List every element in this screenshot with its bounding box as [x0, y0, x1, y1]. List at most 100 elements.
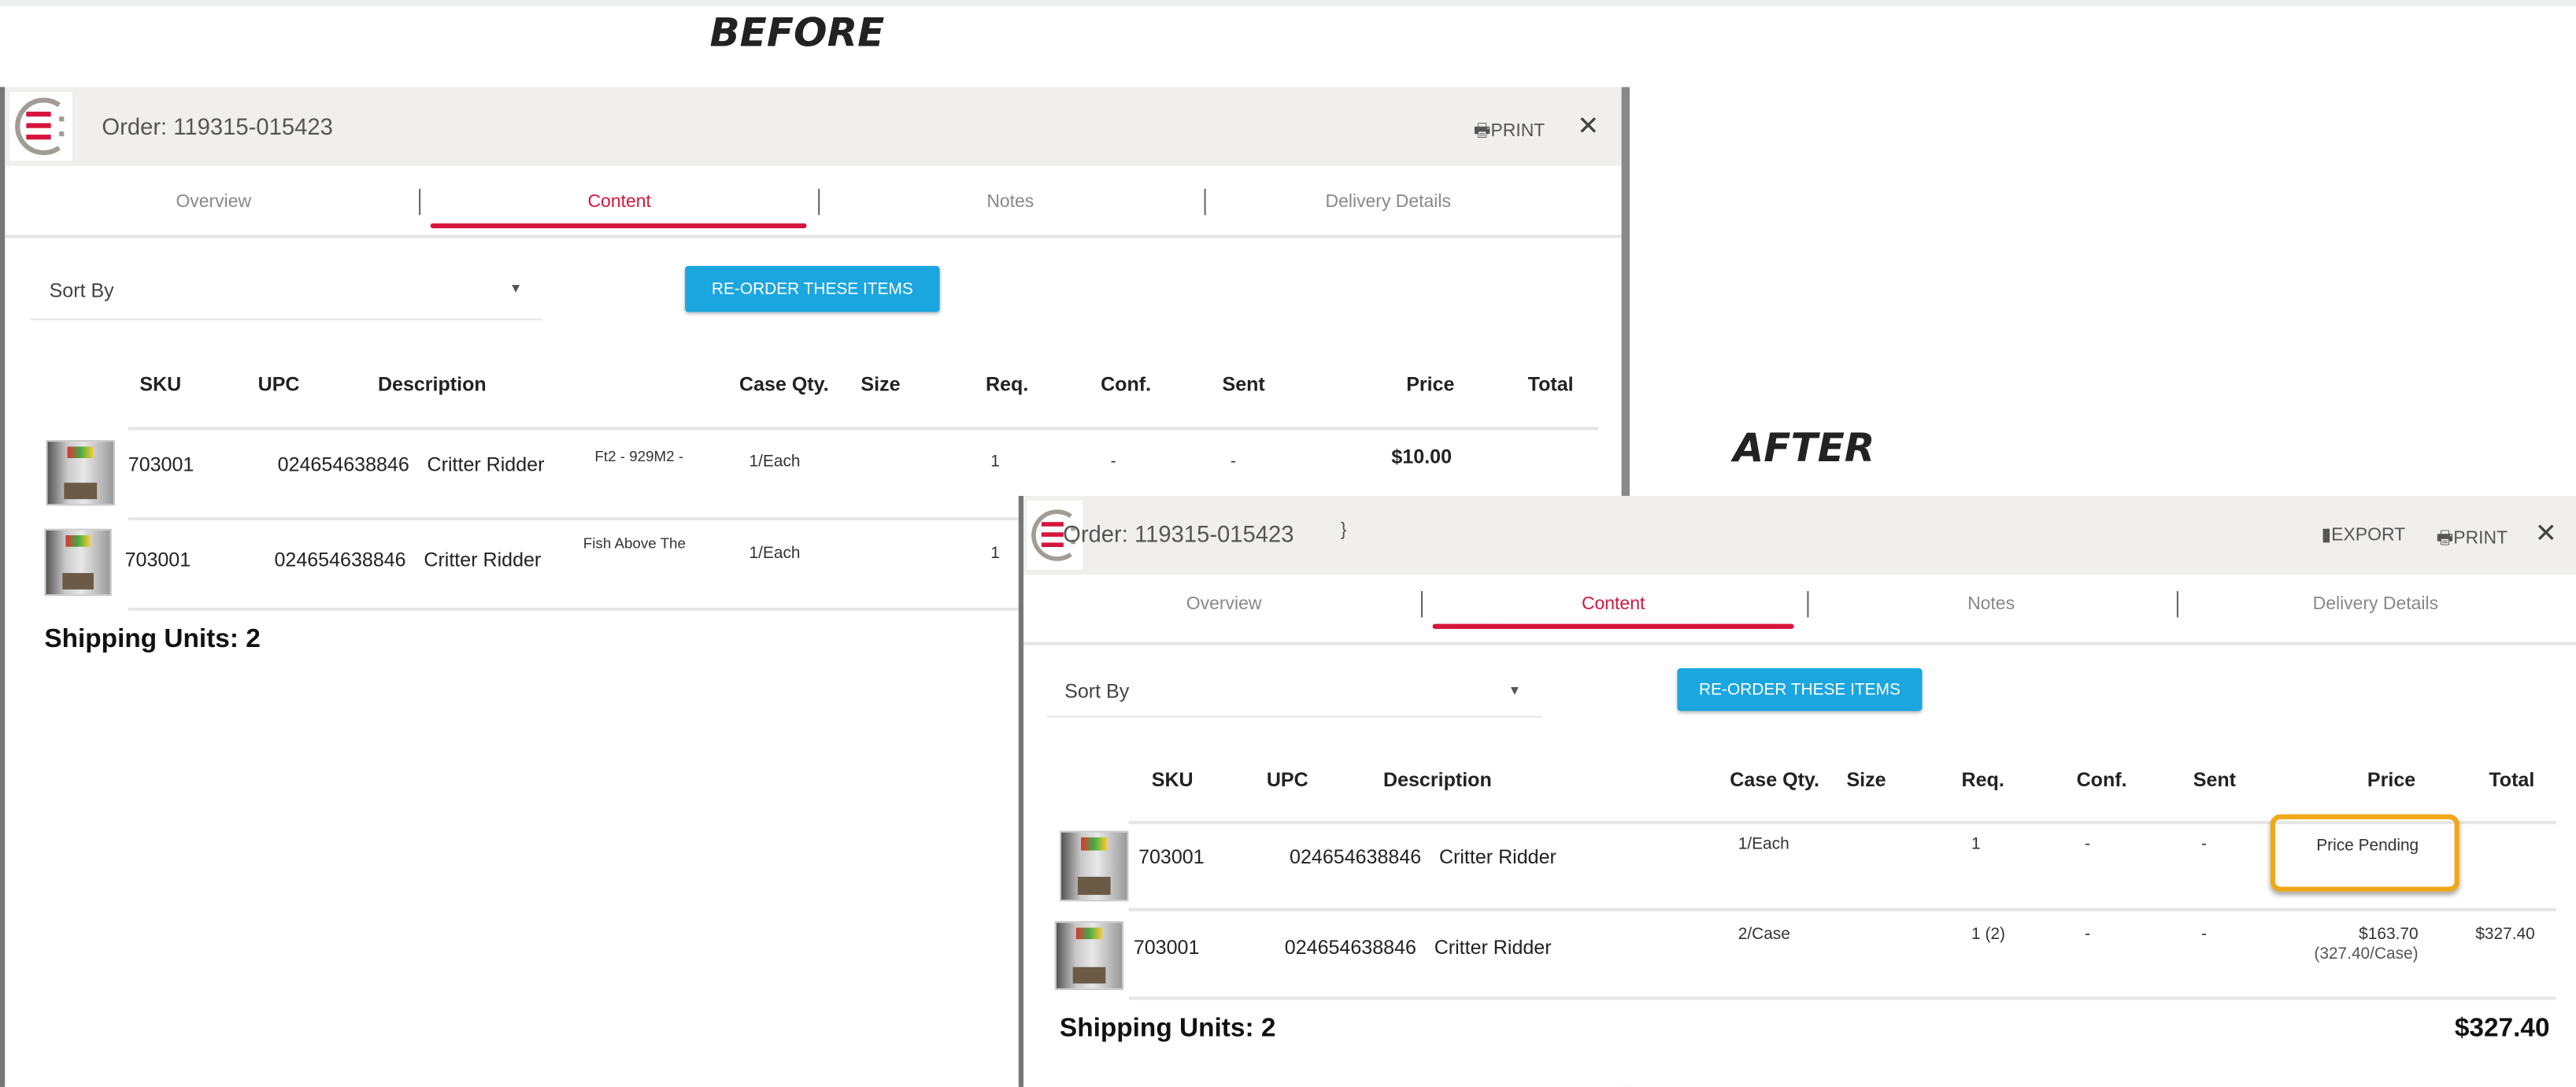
price: $163.70: [2359, 926, 2419, 945]
reorder-button[interactable]: RE-ORDER THESE ITEMS: [685, 265, 940, 312]
col-sku: SKU: [1151, 768, 1194, 792]
req: 1 (2): [1971, 926, 2005, 945]
upc: 024654638846: [1284, 936, 1416, 959]
col-conf: Conf.: [2076, 768, 2127, 792]
sku: 703001: [128, 453, 194, 476]
col-req: Req.: [986, 372, 1029, 396]
row-divider: [1128, 996, 2556, 1000]
sent: -: [2201, 835, 2208, 854]
product-image: [1054, 921, 1124, 990]
order-title: Order: 119315-015423: [1063, 520, 1294, 547]
col-sent: Sent: [1222, 372, 1265, 396]
col-sent: Sent: [2193, 768, 2237, 792]
col-total: Total: [1527, 372, 1574, 396]
case-qty: 2/Case: [1738, 926, 1790, 945]
active-tab-indicator: [430, 223, 807, 228]
price-per-case: (327.40/Case): [2314, 945, 2419, 964]
tab-delivery-details[interactable]: Delivery Details: [1325, 192, 1451, 213]
after-label: AFTER: [1733, 425, 1875, 471]
case-qty: 1/Each: [1738, 835, 1790, 854]
shipping-units: Shipping Units: 2: [1059, 1015, 1276, 1043]
product-image: [44, 528, 112, 597]
tab-notes[interactable]: Notes: [986, 192, 1034, 213]
col-case-qty: Case Qty.: [1730, 768, 1819, 792]
upc: 024654638846: [277, 453, 409, 476]
col-conf: Conf.: [1101, 372, 1152, 396]
file-icon: ▮: [2321, 525, 2332, 545]
col-description: Description: [1383, 768, 1492, 792]
chevron-down-icon[interactable]: ▼: [509, 280, 523, 296]
total: $327.40: [2475, 926, 2535, 945]
tab-divider: [2176, 590, 2178, 618]
active-tab-indicator: [1432, 623, 1794, 629]
row-divider: [128, 607, 1114, 611]
tab-notes[interactable]: Notes: [1967, 594, 2015, 615]
price: Price Pending: [2316, 837, 2419, 856]
row-divider: [1128, 821, 2556, 825]
tab-overview[interactable]: Overview: [1186, 594, 1262, 615]
description-detail: Fish Above The: [583, 535, 686, 552]
export-button[interactable]: ▮EXPORT: [2321, 525, 2406, 545]
tab-content[interactable]: Content: [1581, 594, 1645, 615]
col-price: Price: [1406, 372, 1455, 396]
chevron-down-icon[interactable]: ▼: [1508, 682, 1522, 698]
before-label: BEFORE: [709, 9, 885, 56]
top-strip: [0, 0, 2576, 7]
col-req: Req.: [1961, 768, 2004, 792]
req: 1: [990, 453, 1000, 471]
case-qty: 1/Each: [749, 453, 801, 471]
tab-delivery-details[interactable]: Delivery Details: [2312, 594, 2439, 615]
row-divider: [128, 427, 1599, 431]
dialog-header: Order: 119315-015423 🖶PRINT ✕: [5, 87, 1622, 166]
sort-by-select[interactable]: Sort By: [49, 279, 114, 302]
upc: 024654638846: [274, 548, 406, 571]
upc: 024654638846: [1290, 845, 1422, 869]
order-title: Order: 119315-015423: [102, 113, 333, 140]
col-total: Total: [2489, 768, 2535, 792]
description: Critter Ridder: [427, 453, 545, 476]
stray-glyph: }: [1340, 520, 1347, 541]
tab-divider: [419, 188, 421, 216]
printer-icon: 🖶: [1473, 121, 1491, 142]
col-upc: UPC: [1266, 768, 1308, 792]
tab-overview[interactable]: Overview: [176, 192, 252, 213]
tab-divider: [1807, 590, 1809, 618]
reorder-button[interactable]: RE-ORDER THESE ITEMS: [1677, 668, 1923, 712]
close-icon[interactable]: ✕: [2534, 520, 2557, 549]
product-image: [1059, 830, 1129, 902]
print-button[interactable]: 🖶PRINT: [2436, 528, 2508, 549]
conf: -: [2085, 835, 2090, 854]
price-pending-highlight: [2270, 814, 2459, 892]
col-description: Description: [377, 372, 487, 396]
description: Critter Ridder: [424, 548, 542, 571]
conf: -: [2085, 926, 2090, 945]
sent: -: [2201, 926, 2208, 945]
close-icon[interactable]: ✕: [1577, 113, 1600, 142]
company-logo: [9, 91, 72, 161]
col-case-qty: Case Qty.: [739, 372, 829, 396]
after-order-dialog: Order: 119315-015423 } ▮EXPORT 🖶PRINT ✕ …: [1018, 495, 2576, 1087]
printer-icon: 🖶: [2436, 528, 2454, 549]
col-price: Price: [2367, 768, 2416, 792]
col-size: Size: [1846, 768, 1886, 792]
grand-total: $327.40: [2454, 1015, 2550, 1043]
req: 1: [1971, 835, 1981, 854]
sort-underline: [29, 318, 542, 320]
description-detail: Ft2 - 929M2 -: [594, 448, 684, 465]
tab-content[interactable]: Content: [587, 192, 651, 213]
print-button[interactable]: 🖶PRINT: [1473, 121, 1545, 142]
row-divider: [1128, 908, 2556, 911]
sku: 703001: [1133, 936, 1200, 959]
description: Critter Ridder: [1434, 936, 1552, 959]
dialog-header: Order: 119315-015423 } ▮EXPORT 🖶PRINT ✕: [1023, 495, 2576, 575]
col-upc: UPC: [257, 372, 300, 396]
tabs-divider: [5, 235, 1622, 238]
shipping-units: Shipping Units: 2: [44, 625, 261, 654]
sort-by-select[interactable]: Sort By: [1064, 679, 1130, 703]
company-logo: [1027, 501, 1083, 570]
case-qty: 1/Each: [749, 545, 801, 564]
tab-divider: [1204, 188, 1206, 216]
req: 1: [990, 545, 1000, 564]
sent: -: [1230, 453, 1236, 471]
